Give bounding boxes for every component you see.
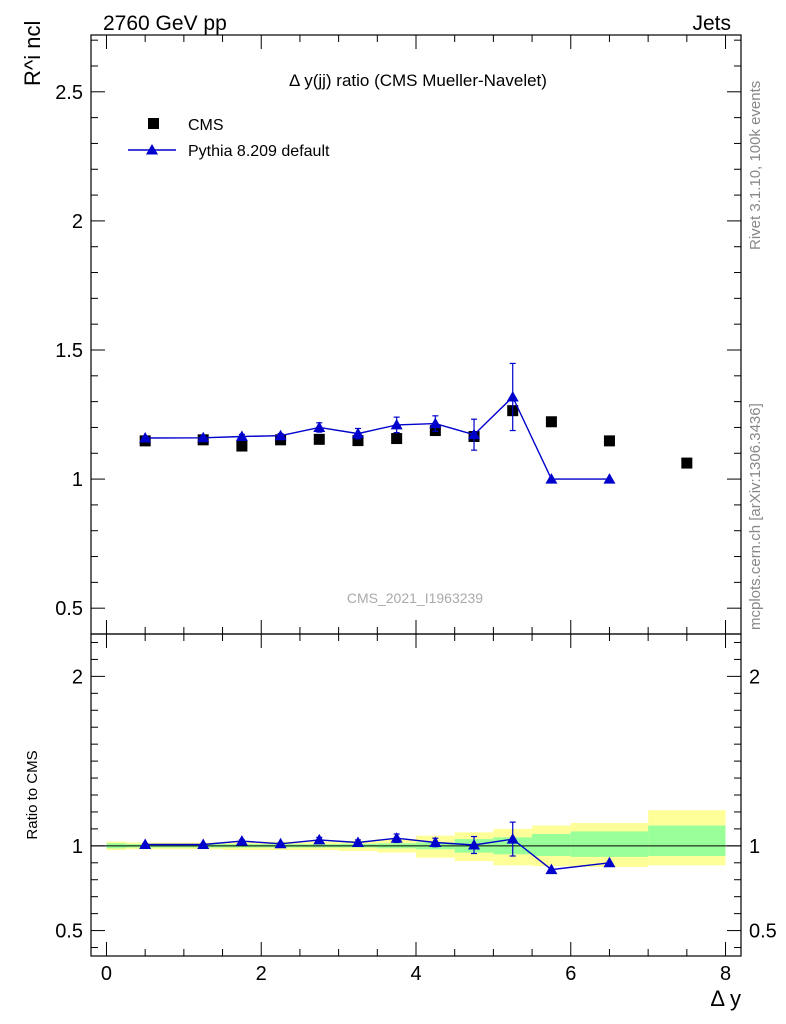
pythia-data-point xyxy=(545,473,558,484)
main-y-tick-label: 2 xyxy=(72,211,83,233)
ratio-marks xyxy=(139,821,616,875)
ratio-series-line xyxy=(145,837,610,871)
ratio-data-point xyxy=(197,838,210,849)
pythia-data-point xyxy=(351,427,364,439)
pythia-data-point xyxy=(468,428,481,440)
cms-data-point xyxy=(545,416,557,428)
ratio-data-point xyxy=(506,833,519,844)
ratio-ylabel: Ratio to CMS xyxy=(24,750,41,839)
main-y-tick-label: 1 xyxy=(72,469,83,491)
pythia-data-point xyxy=(390,418,403,430)
pythia-data-point xyxy=(197,431,210,443)
pythia-data-point xyxy=(274,429,287,441)
x-tick-label: 8 xyxy=(720,963,731,985)
pythia-series-line xyxy=(145,395,610,480)
ratio-data-point xyxy=(274,837,287,849)
x-axis-ticks: 0 2 4 6 8 xyxy=(101,35,731,985)
ratio-frame xyxy=(90,633,742,957)
main-ylabel: R^i ncl xyxy=(20,21,45,86)
ratio-y-tick-label-right: 1 xyxy=(749,836,760,858)
ratio-ticks: 0.5 0.5 1 1 2 2 xyxy=(55,641,777,949)
pythia-data-point xyxy=(429,417,442,429)
inner-uncertainty-band xyxy=(648,825,726,857)
pythia-data-point xyxy=(235,430,248,441)
x-tick-label: 6 xyxy=(565,963,576,985)
ratio-data-point xyxy=(429,836,442,847)
ratio-data-point xyxy=(313,833,326,845)
ratio-y-tick-label-right: 0.5 xyxy=(749,921,777,943)
legend-pythia-marker xyxy=(146,144,158,155)
ratio-data-point xyxy=(139,838,152,849)
cms-data-point xyxy=(352,435,364,447)
ratio-y-tick-label-right: 2 xyxy=(749,666,760,688)
main-panel: 0.5 1 1.5 2 2.5 Δ y(jj) ratio (CMS Mueller-N… xyxy=(20,21,742,635)
source-label: mcplots.cern.ch [arXiv:1306.3436] xyxy=(747,403,764,630)
main-y-tick-label: 1.5 xyxy=(55,340,83,362)
legend-cms-marker xyxy=(148,118,159,129)
main-y-tick-label: 2.5 xyxy=(55,82,83,104)
header-right: Jets xyxy=(692,12,731,35)
legend-cms-label: CMS xyxy=(188,117,224,134)
ratio-data-point xyxy=(468,838,481,850)
main-title: Δ y(jj) ratio (CMS Mueller-Navelet) xyxy=(289,71,547,90)
cms-data-point xyxy=(603,435,615,447)
cms-data-point xyxy=(681,457,693,469)
legend: CMS Pythia 8.209 default xyxy=(128,117,330,160)
ratio-data-point xyxy=(390,832,403,843)
inner-uncertainty-band xyxy=(532,833,571,857)
ratio-bands xyxy=(106,810,726,868)
pythia-data-point xyxy=(506,390,519,402)
ratio-data-point xyxy=(351,836,364,847)
ratio-y-tick-label: 0.5 xyxy=(55,921,83,943)
x-tick-label: 4 xyxy=(410,963,421,985)
ratio-data-point xyxy=(235,835,248,846)
ratio-panel: 0.5 0.5 1 1 2 2 Ratio to CMS xyxy=(24,633,777,957)
main-marks xyxy=(139,362,693,484)
pythia-data-point xyxy=(313,421,326,432)
ratio-data-point xyxy=(603,856,616,868)
ratio-data-point xyxy=(545,863,558,875)
main-ticks: 0.5 1 1.5 2 2.5 xyxy=(55,39,741,635)
legend-pythia-label: Pythia 8.209 default xyxy=(188,143,330,160)
cms-data-point xyxy=(391,433,403,445)
pythia-data-point xyxy=(603,473,616,484)
cms-data-point xyxy=(236,440,248,452)
header-left: 2760 GeV pp xyxy=(103,12,227,35)
ratio-y-tick-label: 1 xyxy=(72,836,83,858)
inner-uncertainty-band xyxy=(570,831,649,857)
main-y-tick-label: 0.5 xyxy=(55,598,83,620)
pythia-data-point xyxy=(139,432,152,443)
watermark: CMS_2021_I1963239 xyxy=(347,590,483,606)
ratio-y-tick-label: 2 xyxy=(72,666,83,688)
rivet-label: Rivet 3.1.10, 100k events xyxy=(747,81,764,250)
x-tick-label: 0 xyxy=(101,963,112,985)
cms-data-point xyxy=(313,433,325,445)
x-tick-label: 2 xyxy=(256,963,267,985)
x-axis-label: Δ y xyxy=(710,986,741,1011)
